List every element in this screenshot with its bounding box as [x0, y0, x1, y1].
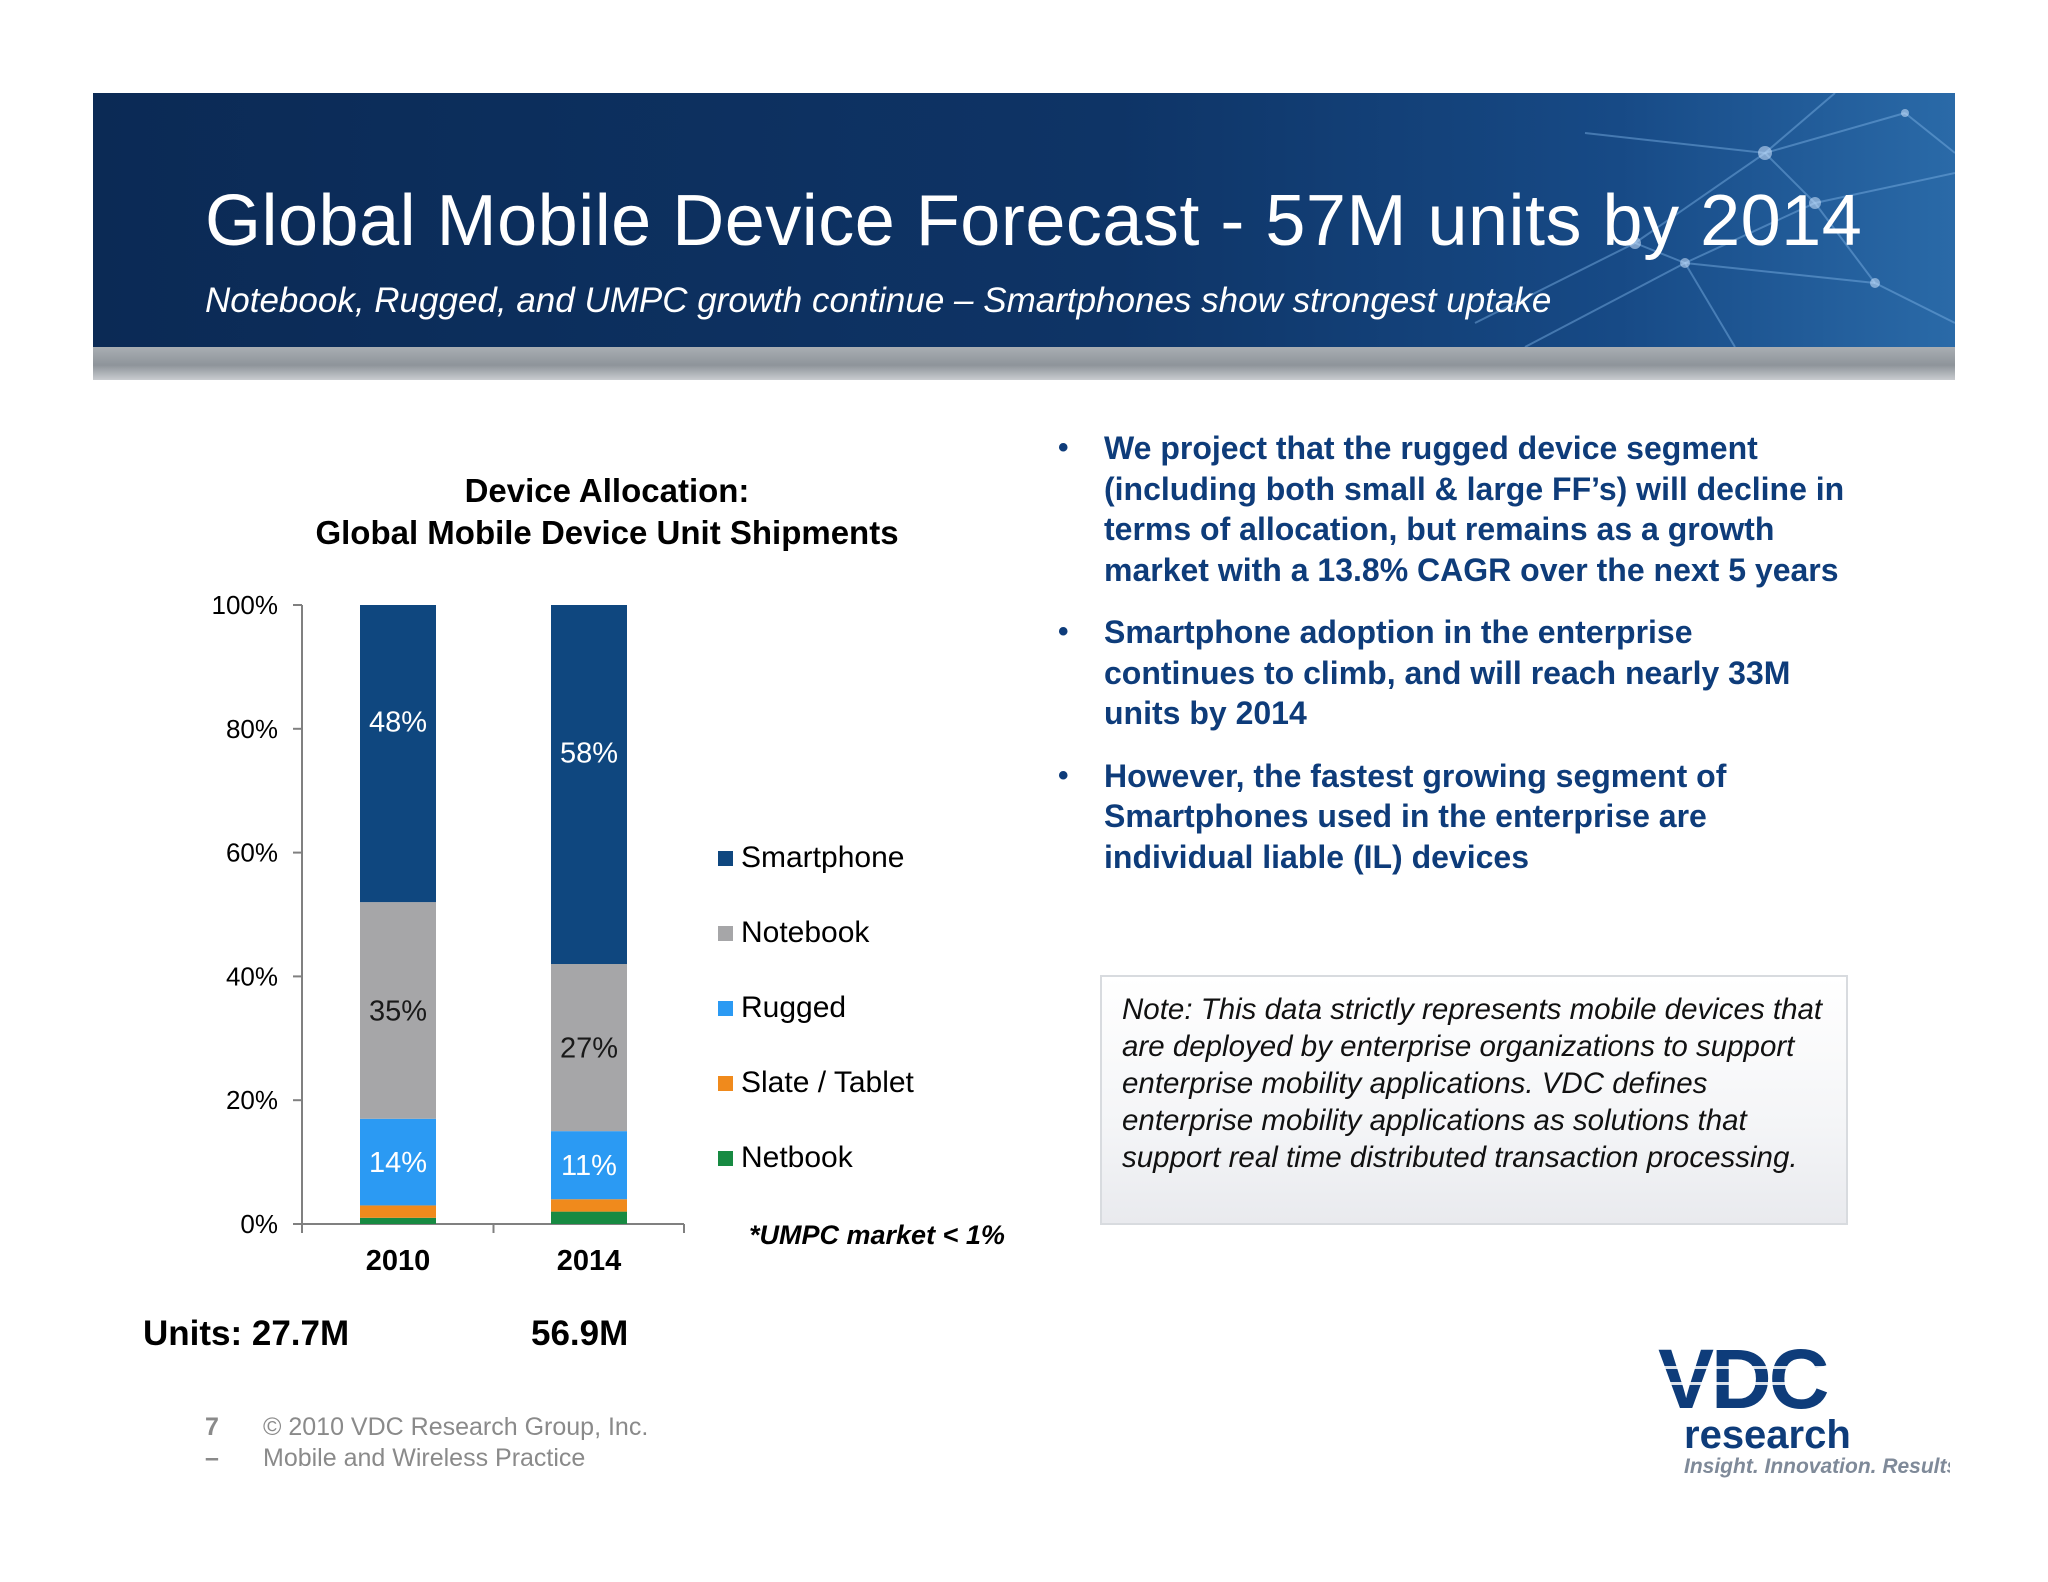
logo-brand: VDC	[1658, 1332, 1828, 1426]
legend-label: Smartphone	[741, 841, 905, 874]
header-banner	[93, 93, 1955, 347]
legend-label: Netbook	[741, 1141, 853, 1174]
network-graphic	[1474, 93, 1955, 347]
y-tick-label: 100%	[212, 590, 279, 620]
bar-segment-rugged	[360, 1118, 436, 1206]
logo-stripes	[1650, 1366, 1880, 1385]
chart-title: Device Allocation: Global Mobile Device …	[227, 470, 987, 554]
chart-title-line-2: Global Mobile Device Unit Shipments	[315, 514, 899, 551]
data-label: 35%	[369, 995, 427, 1027]
legend-swatch	[718, 1000, 733, 1016]
y-tick-label: 0%	[240, 1209, 278, 1239]
copyright: © 2010 VDC Research Group, Inc.	[263, 1413, 649, 1441]
units-2014: 56.9M	[531, 1314, 629, 1353]
legend-item: Slate / Tablet	[718, 1063, 914, 1103]
legend-swatch	[718, 1075, 733, 1091]
data-label: 14%	[369, 1147, 427, 1179]
note-box: Note: This data strictly represents mobi…	[1100, 975, 1848, 1225]
bullet-marker: •	[1058, 431, 1069, 464]
legend-label: Rugged	[741, 991, 847, 1024]
bar-segment-netbook	[360, 1217, 436, 1224]
chart-title-line-1: Device Allocation:	[464, 472, 750, 509]
bullet-marker: •	[1058, 758, 1069, 792]
vdc-research-logo: VDC research Insight. Innovation. Result…	[1650, 1332, 1950, 1478]
bullet-text: We project that the rugged device segmen…	[1104, 430, 1845, 588]
y-tick-label: 60%	[226, 838, 278, 868]
y-tick-label: 40%	[226, 961, 278, 991]
bar-segment-slate-tablet	[360, 1205, 436, 1218]
units-2010: Units: 27.7M	[143, 1314, 350, 1353]
bullet-text: However, the fastest growing segment of …	[1104, 757, 1727, 875]
data-label: 11%	[561, 1150, 617, 1182]
legend-item: Rugged	[718, 988, 846, 1028]
page-title: Global Mobile Device Forecast - 57M unit…	[205, 181, 1863, 261]
legend-swatch	[718, 925, 733, 941]
bar-segment-notebook	[551, 964, 627, 1132]
footer-lines: © 2010 VDC Research Group, Inc. Mobile a…	[263, 1412, 648, 1474]
bar-segment-smartphone	[551, 605, 627, 965]
legend-item: Netbook	[718, 1138, 853, 1178]
data-label: 27%	[560, 1033, 618, 1065]
legend-label: Notebook	[741, 916, 870, 949]
logo-tagline: Insight. Innovation. Results.	[1684, 1455, 1950, 1478]
bar-segment-rugged	[551, 1131, 627, 1200]
x-tick-label: 2010	[366, 1245, 431, 1277]
bar-segment-netbook	[551, 1211, 627, 1224]
bullet-item: • However, the fastest growing segment o…	[1052, 756, 1852, 878]
bullet-item: • We project that the rugged device segm…	[1052, 428, 1852, 590]
bullet-marker: •	[1058, 615, 1069, 648]
note-text: Note: This data strictly represents mobi…	[1122, 993, 1823, 1174]
bar-segment-smartphone	[360, 605, 436, 903]
legend-item: Smartphone	[718, 838, 904, 878]
data-label: 58%	[560, 738, 618, 770]
y-tick-label: 20%	[226, 1085, 278, 1115]
bullet-item: • Smartphone adoption in the enterprise …	[1052, 612, 1852, 734]
banner-strip	[93, 347, 1955, 380]
page-subtitle: Notebook, Rugged, and UMPC growth contin…	[205, 281, 1552, 320]
logo-name: research	[1684, 1413, 1851, 1457]
bullet-text: Smartphone adoption in the enterprise co…	[1104, 614, 1791, 731]
y-tick-label: 80%	[226, 714, 278, 744]
page-number: 7 –	[205, 1413, 219, 1472]
legend-swatch	[718, 1150, 733, 1166]
legend-item: Notebook	[718, 913, 869, 953]
bar-segment-notebook	[360, 902, 436, 1119]
legend-swatch	[718, 850, 733, 866]
umpc-footnote: *UMPC market < 1%	[749, 1220, 1005, 1250]
practice-name: Mobile and Wireless Practice	[263, 1444, 586, 1472]
data-label: 48%	[369, 707, 427, 739]
legend-label: Slate / Tablet	[741, 1066, 914, 1099]
bar-segment-slate-tablet	[551, 1199, 627, 1212]
key-findings: • We project that the rugged device segm…	[1052, 428, 1852, 899]
x-tick-label: 2014	[557, 1245, 622, 1277]
